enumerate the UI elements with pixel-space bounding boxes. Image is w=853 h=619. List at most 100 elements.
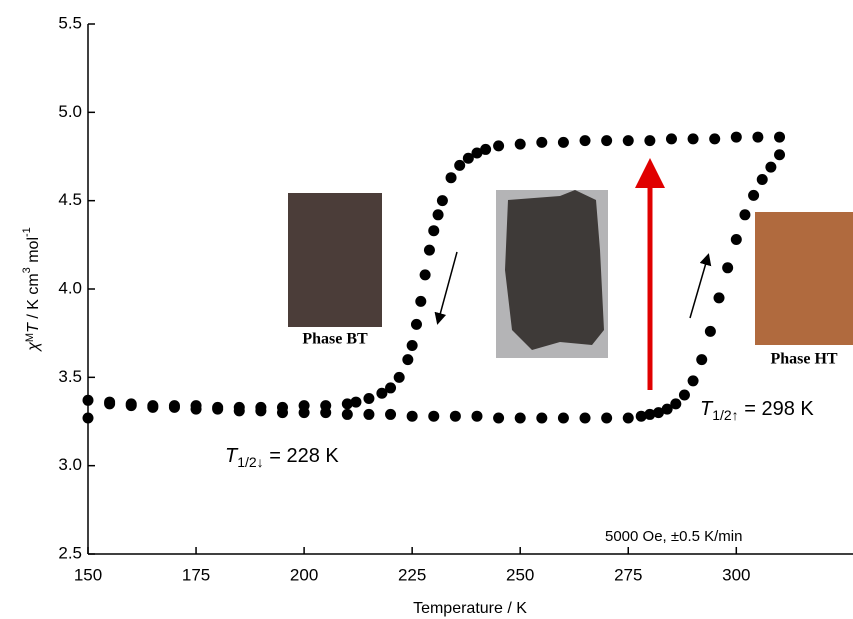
data-point <box>82 394 94 406</box>
data-point <box>514 138 526 150</box>
data-point <box>756 173 768 185</box>
x-tick-label: 150 <box>74 565 102 584</box>
data-point <box>687 133 699 145</box>
data-point <box>320 407 332 419</box>
y-tick-label: 5.0 <box>58 102 82 121</box>
data-point <box>276 407 288 419</box>
data-point <box>536 412 548 424</box>
data-point <box>462 152 474 164</box>
data-point <box>644 135 656 147</box>
data-point <box>471 410 483 422</box>
data-point <box>190 403 202 415</box>
photo-label: Phase HT <box>770 351 837 368</box>
y-axis-label-part: T <box>25 322 42 333</box>
data-point <box>419 269 431 281</box>
data-point <box>410 318 422 330</box>
data-point <box>670 398 682 410</box>
y-tick-label: 4.5 <box>58 190 82 209</box>
y-axis-label: χMT / K cm3 mol-1 <box>21 227 42 353</box>
y-axis-label-part: mol <box>25 237 42 267</box>
x-tick-label: 275 <box>614 565 642 584</box>
data-point <box>713 292 725 304</box>
data-point <box>341 398 353 410</box>
data-point <box>298 407 310 419</box>
data-point <box>493 140 505 152</box>
data-point <box>363 408 375 420</box>
x-tick-label: 200 <box>290 565 318 584</box>
data-point <box>557 136 569 148</box>
data-point <box>601 412 613 424</box>
data-point <box>406 410 418 422</box>
data-point <box>704 325 716 337</box>
y-axis-label-part: χ <box>25 342 42 353</box>
data-point <box>104 398 116 410</box>
data-point <box>579 412 591 424</box>
arrow <box>434 251 458 325</box>
data-point <box>601 135 613 147</box>
annotation-part: 1/2↓ <box>237 454 263 470</box>
data-point <box>341 408 353 420</box>
x-axis-label: Temperature / K <box>413 600 527 617</box>
annotation-part: = 298 K <box>739 398 815 420</box>
annotation: 5000 Oe, ±0.5 K/min <box>605 528 742 545</box>
data-point <box>385 408 397 420</box>
data-point <box>774 149 786 161</box>
data-point <box>168 401 180 413</box>
data-point <box>579 135 591 147</box>
data-point <box>536 136 548 148</box>
data-point <box>722 262 734 274</box>
data-point <box>363 393 375 405</box>
data-point <box>376 387 388 399</box>
data-point <box>709 133 721 145</box>
data-point <box>432 209 444 221</box>
y-tick-label: 2.5 <box>58 543 82 562</box>
annotation-part: = 228 K <box>264 445 340 467</box>
data-point <box>454 159 466 171</box>
data-point <box>480 143 492 155</box>
data-point <box>82 412 94 424</box>
y-axis-label-part: M <box>24 333 36 342</box>
data-point <box>661 403 673 415</box>
x-tick-label: 225 <box>398 565 426 584</box>
data-point <box>739 209 751 221</box>
data-point <box>350 396 362 408</box>
data-point <box>557 412 569 424</box>
data-point <box>471 147 483 159</box>
data-point <box>622 135 634 147</box>
annotation: T1/2↓ = 228 K <box>225 445 339 469</box>
data-point <box>233 405 245 417</box>
data-point <box>385 382 397 394</box>
data-point <box>402 354 414 366</box>
data-point <box>423 244 435 256</box>
x-tick-label: 175 <box>182 565 210 584</box>
y-tick-label: 4.0 <box>58 278 82 297</box>
data-point <box>622 412 634 424</box>
data-point <box>635 410 647 422</box>
arrow <box>689 253 712 319</box>
x-tick-label: 300 <box>722 565 750 584</box>
photo-crystal <box>505 190 604 350</box>
data-point <box>752 131 764 143</box>
y-tick-label: 3.5 <box>58 367 82 386</box>
data-point <box>428 410 440 422</box>
y-axis-label-part: -1 <box>21 227 33 237</box>
data-point <box>514 412 526 424</box>
data-point <box>687 375 699 387</box>
data-point <box>255 405 267 417</box>
data-point <box>748 189 760 201</box>
y-axis-label-part: / K cm <box>25 273 42 323</box>
data-point <box>125 400 137 412</box>
data-point <box>147 401 159 413</box>
y-axis-label-part: 3 <box>21 267 33 273</box>
data-point <box>665 133 677 145</box>
data-point <box>774 131 786 143</box>
data-point <box>415 295 427 307</box>
photo-bt <box>288 193 382 327</box>
y-tick-label: 5.5 <box>58 13 82 32</box>
data-point <box>765 161 777 173</box>
data-point <box>730 131 742 143</box>
data-point <box>678 389 690 401</box>
photo-ht <box>755 212 853 345</box>
data-point <box>212 403 224 415</box>
annotation-part: T <box>225 445 239 467</box>
